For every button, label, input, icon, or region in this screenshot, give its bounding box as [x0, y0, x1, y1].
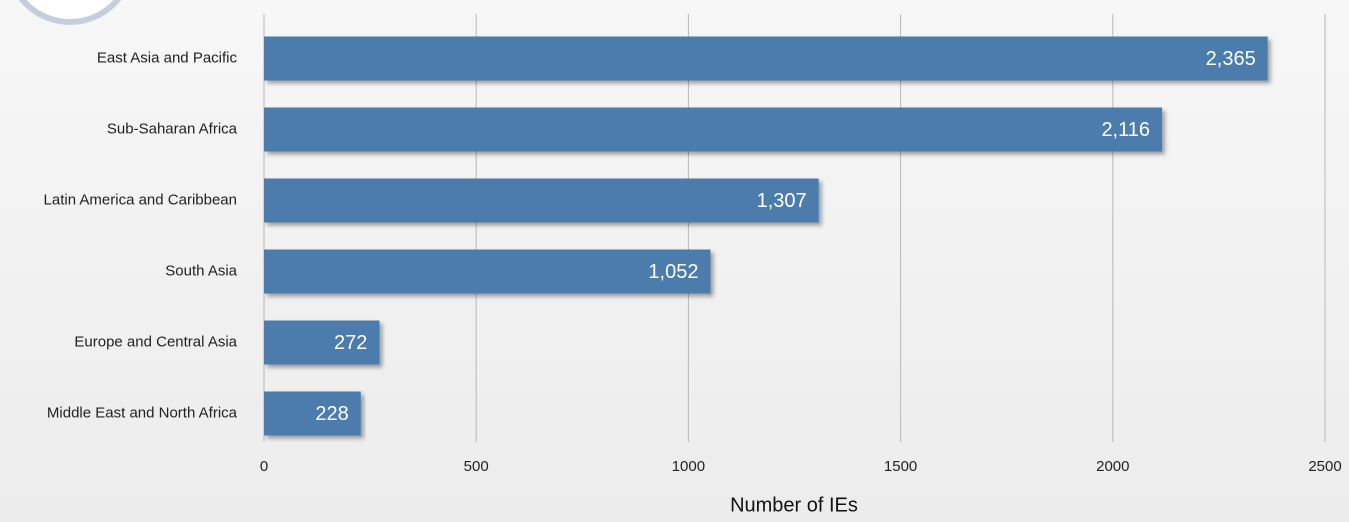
- x-tick-label: 1500: [884, 458, 917, 475]
- x-tick-label: 0: [260, 458, 268, 475]
- y-tick-label: Latin America and Caribbean: [44, 191, 237, 208]
- y-tick-label: South Asia: [165, 262, 237, 279]
- x-tick-label: 2500: [1308, 458, 1341, 475]
- bar: [264, 107, 1163, 152]
- bar: [264, 391, 361, 436]
- x-tick-label: 1000: [672, 458, 705, 475]
- value-label: 1,052: [648, 261, 698, 283]
- bar: [264, 320, 380, 365]
- bar: [264, 178, 819, 223]
- logo-decoration: [18, 0, 122, 25]
- value-label: 2,116: [1101, 119, 1150, 141]
- value-label: 1,307: [757, 190, 807, 212]
- y-tick-label: Sub-Saharan Africa: [107, 120, 238, 137]
- y-tick-label: East Asia and Pacific: [97, 49, 238, 66]
- bar: [264, 36, 1268, 81]
- x-axis-title: Number of IEs: [730, 494, 858, 516]
- y-tick-label: Middle East and North Africa: [47, 404, 238, 421]
- value-label: 2,365: [1206, 48, 1256, 70]
- x-tick-label: 500: [464, 458, 489, 475]
- bar: [264, 249, 711, 294]
- y-tick-label: Europe and Central Asia: [74, 333, 237, 350]
- value-label: 228: [315, 403, 348, 425]
- x-tick-label: 2000: [1096, 458, 1129, 475]
- value-label: 272: [334, 332, 367, 354]
